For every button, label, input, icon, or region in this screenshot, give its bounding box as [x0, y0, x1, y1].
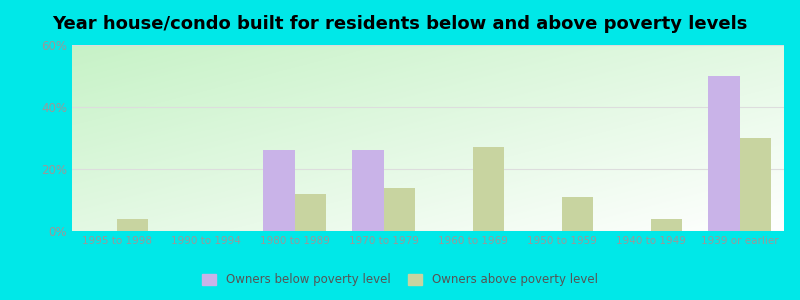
- Text: Year house/condo built for residents below and above poverty levels: Year house/condo built for residents bel…: [52, 15, 748, 33]
- Bar: [562, 197, 593, 231]
- Bar: [117, 219, 148, 231]
- Bar: [708, 76, 739, 231]
- Bar: [294, 194, 326, 231]
- Bar: [739, 138, 770, 231]
- Bar: [473, 147, 504, 231]
- Bar: [352, 150, 383, 231]
- Bar: [650, 219, 682, 231]
- Bar: [263, 150, 294, 231]
- Bar: [383, 188, 414, 231]
- Legend: Owners below poverty level, Owners above poverty level: Owners below poverty level, Owners above…: [198, 269, 602, 291]
